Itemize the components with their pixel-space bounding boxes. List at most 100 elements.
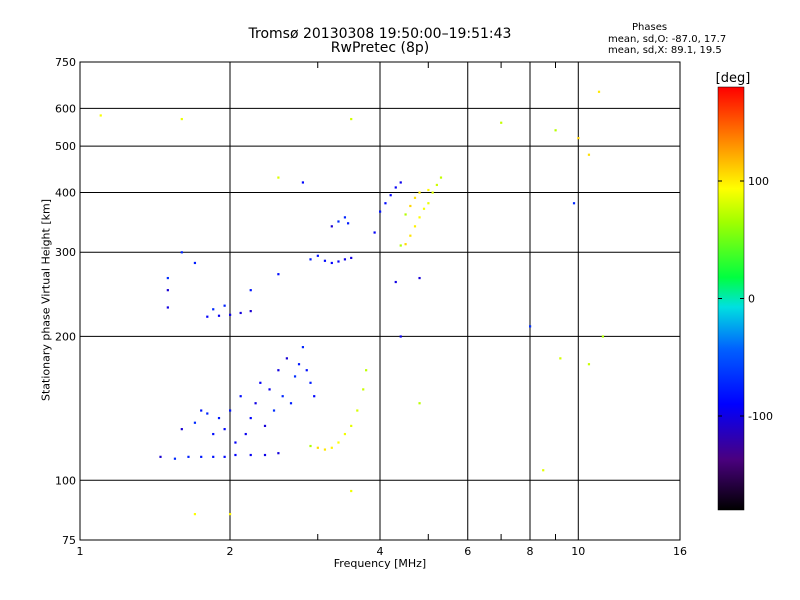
data-point [337,441,340,444]
stats-line-x: mean, sd,X: 89.1, 19.5 [608,45,722,56]
chart-subtitle: RwPretec (8p) [330,40,430,56]
data-point [418,191,421,194]
data-point [343,216,347,219]
data-point [212,455,215,458]
data-point [399,335,402,338]
data-point [316,446,319,449]
colorbar-label: [deg] [716,71,751,86]
data-point [379,210,382,213]
data-point [350,424,353,428]
data-point [229,409,232,412]
data-point [554,129,557,132]
data-point [293,375,297,378]
data-point [200,455,203,458]
data-point [404,243,407,246]
data-point [413,196,417,199]
y-tick-label: 200 [55,330,76,343]
data-point [99,114,102,117]
data-point [259,381,262,384]
data-point [529,325,532,328]
data-point [193,513,197,516]
y-tick-label: 100 [55,474,76,487]
data-point [277,176,280,179]
x-tick-label: 10 [571,545,585,558]
data-point [249,453,252,457]
data-point [439,176,443,179]
y-tick-label: 750 [55,56,76,69]
data-point [180,428,183,431]
data-point [309,258,312,261]
data-point [180,117,183,121]
y-tick-label: 75 [62,534,76,547]
data-point [206,412,209,415]
data-point [263,424,267,428]
data-point [597,90,601,93]
data-point [337,260,340,263]
data-point [263,453,267,457]
data-point [427,188,430,192]
data-point [223,455,226,458]
data-point [330,261,333,265]
data-point [223,304,226,307]
x-tick-label: 1 [77,545,84,558]
data-point [365,369,368,372]
data-point [200,409,203,412]
data-point [418,276,421,280]
data-point [427,202,430,205]
data-point [272,409,276,412]
data-point [435,183,438,187]
data-point [362,388,365,391]
data-point [281,395,284,398]
data-point [180,251,183,254]
data-point [193,261,197,265]
data-point [212,308,215,311]
data-point [193,421,197,424]
data-point [301,181,305,184]
stats-heading: Phases [632,22,668,33]
data-point [542,469,545,472]
data-point [587,153,591,156]
colorbar-tick-label: 100 [748,175,769,188]
x-tick-label: 8 [527,545,534,558]
data-point [234,453,237,457]
data-point [413,225,417,228]
data-point [350,489,353,493]
data-point [277,273,280,276]
data-point [422,207,426,210]
data-point [409,204,412,208]
data-point [234,441,237,444]
data-point [399,244,402,247]
data-point [343,258,347,261]
data-point [323,448,327,451]
data-point [409,234,412,237]
data-point [500,121,503,124]
data-point [309,444,312,448]
data-point [277,452,280,455]
data-point [330,225,333,228]
x-axis-label: Frequency [MHz] [333,557,427,570]
data-point [330,446,333,449]
data-point [249,289,252,292]
data-point [399,181,402,184]
data-point [244,432,247,436]
data-point [239,311,242,315]
data-point [350,117,353,121]
data-point [289,402,293,405]
data-point [277,369,280,372]
data-point [418,402,421,405]
data-point [559,357,562,360]
data-point [249,310,252,313]
chart-title: Tromsø 20130308 19:50:00–19:51:43 [248,26,512,42]
data-point [166,276,169,280]
data-point [337,220,340,223]
stats-line-o: mean, sd,O: -87.0, 17.7 [608,34,727,45]
data-point [229,313,232,316]
data-point [572,202,576,205]
data-point [394,186,397,189]
y-tick-label: 400 [55,186,76,199]
data-point [297,363,301,366]
data-point [389,194,392,197]
data-point [285,357,288,360]
data-point [356,409,359,412]
data-point [229,513,232,516]
